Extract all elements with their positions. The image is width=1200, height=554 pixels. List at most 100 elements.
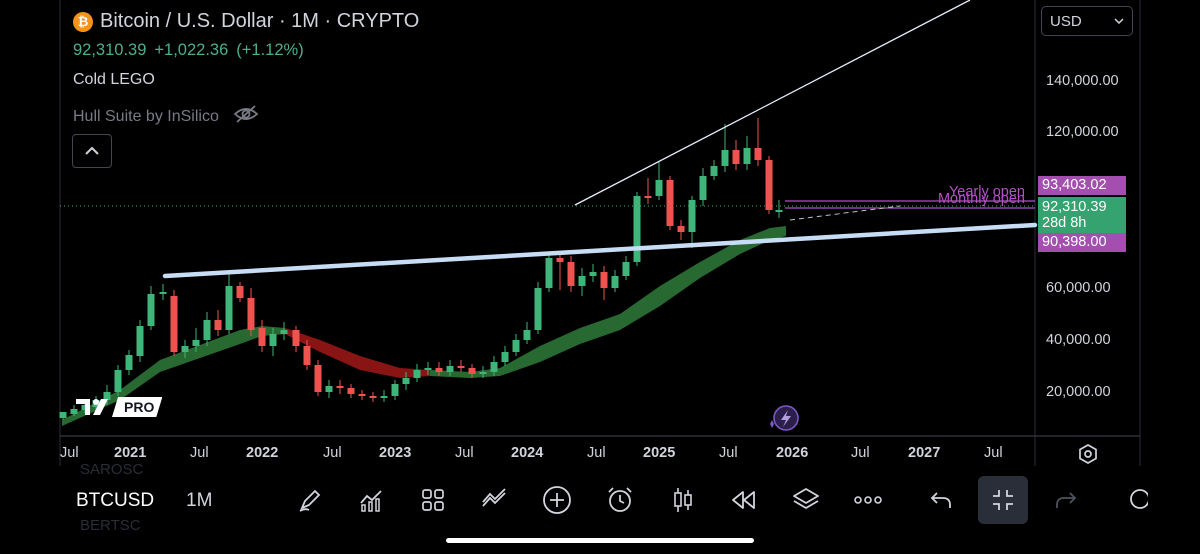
candle-body	[380, 396, 388, 398]
chart-legend: ₿ Bitcoin / U.S. Dollar · 1M · CRYPTO	[73, 10, 419, 33]
tradingview-logo: PRO	[76, 397, 163, 417]
time-axis-label: Jul	[60, 445, 79, 461]
candle-body	[633, 196, 641, 262]
candle-body	[501, 352, 509, 362]
eye-off-icon[interactable]	[233, 104, 259, 129]
draw-button[interactable]	[290, 480, 330, 520]
hull-band-up-segment	[430, 226, 786, 378]
time-axis-label: Jul	[190, 445, 209, 461]
compare-button[interactable]	[475, 480, 515, 520]
yearly-open-label: Yearly open	[949, 184, 1025, 200]
candle-body	[280, 330, 288, 334]
indicator-hull-suite[interactable]: Hull Suite by InSilico	[73, 104, 259, 129]
current-price-badge: 92,310.39 28d 8h	[1038, 197, 1126, 233]
support-trendline	[162, 222, 1038, 279]
time-axis-label: 2023	[379, 445, 412, 461]
partial-toolbar-button[interactable]	[1118, 480, 1148, 520]
change-value: +1,022.36	[154, 41, 229, 59]
add-button[interactable]	[537, 480, 577, 520]
last-price: 92,310.39	[73, 41, 147, 59]
monthly-open-label: Monthly open	[938, 191, 1025, 207]
price-axis-label: 40,000.00	[1046, 332, 1111, 348]
replay-button[interactable]	[724, 480, 764, 520]
replay-icon	[732, 491, 755, 509]
collapse-button[interactable]	[978, 476, 1028, 524]
price-change-line: 92,310.39 +1,022.36 (+1.12%)	[73, 41, 304, 60]
candle-body	[468, 368, 476, 374]
candle-body	[666, 180, 674, 226]
lightning-icon[interactable]	[770, 405, 799, 431]
candle-body	[512, 340, 520, 352]
candle-body	[258, 328, 266, 346]
candle-body	[125, 355, 133, 370]
indicators-button[interactable]	[351, 480, 391, 520]
candle-body	[358, 394, 366, 396]
candle-body	[159, 292, 167, 294]
collapse-legend-button[interactable]	[72, 134, 112, 168]
candle-body	[545, 258, 553, 288]
currency-select[interactable]: USD	[1041, 6, 1133, 36]
candle-body	[325, 386, 333, 392]
price-axis-label: 20,000.00	[1046, 384, 1111, 400]
time-axis-label: 2026	[776, 445, 809, 461]
candle-body	[413, 370, 421, 378]
settings-icon[interactable]	[1077, 443, 1099, 470]
candle-body	[391, 384, 399, 396]
layout-grid-icon	[422, 489, 444, 511]
time-axis-label: Jul	[719, 445, 738, 461]
candle-body	[611, 276, 619, 288]
countdown-value: 28d 8h	[1042, 215, 1087, 231]
layout-button[interactable]	[413, 480, 453, 520]
candle-body	[721, 150, 729, 166]
candle-body	[347, 388, 355, 394]
time-axis-label: 2027	[908, 445, 941, 461]
interval-button[interactable]: 1M	[186, 490, 213, 511]
alert-button[interactable]	[600, 480, 640, 520]
search-icon	[1130, 489, 1148, 509]
candle-body	[556, 258, 564, 262]
symbol-title[interactable]: Bitcoin / U.S. Dollar · 1M · CRYPTO	[100, 10, 420, 32]
candle-body	[446, 366, 454, 372]
candle-body	[292, 330, 300, 346]
symbol-button[interactable]: BTCUSD	[76, 490, 155, 511]
price-axis-label: 140,000.00	[1046, 73, 1119, 89]
alert-clock-icon	[608, 487, 632, 512]
candle-body	[136, 326, 144, 356]
candle-body	[147, 294, 155, 326]
candle-body	[490, 362, 498, 372]
candlestick-series	[59, 118, 783, 420]
current-price-value: 92,310.39	[1042, 199, 1107, 215]
candle-body	[114, 370, 122, 392]
compare-icon	[482, 488, 506, 507]
candle-body	[710, 166, 718, 176]
candle-body	[479, 372, 487, 374]
level-badge: 90,398.00	[1038, 233, 1126, 252]
candle-body	[622, 262, 630, 276]
candle-body	[314, 365, 322, 392]
undo-icon	[930, 492, 951, 508]
layers-icon	[793, 488, 819, 509]
candle-body	[765, 160, 773, 210]
candle-body	[732, 150, 740, 164]
redo-icon	[1056, 492, 1077, 508]
redo-button[interactable]	[1046, 480, 1086, 520]
time-axis-label: 2022	[246, 445, 279, 461]
candle-body	[699, 176, 707, 200]
time-axis-label: Jul	[455, 445, 474, 461]
chart-type-button[interactable]	[663, 480, 703, 520]
collapse-icon	[993, 490, 1013, 510]
candle-body	[181, 346, 189, 352]
change-percent: (+1.12%)	[236, 41, 304, 59]
candle-body	[103, 392, 111, 400]
draw-icon	[299, 489, 321, 512]
indicator-cold-lego[interactable]: Cold LEGO	[73, 71, 155, 88]
price-axis-label: 60,000.00	[1046, 280, 1111, 296]
ghost-symbol-above: SAROSC	[80, 461, 144, 478]
candle-body	[567, 262, 575, 286]
layers-button[interactable]	[786, 480, 826, 520]
candle-body	[600, 272, 608, 288]
more-button[interactable]	[848, 480, 888, 520]
undo-button[interactable]	[921, 480, 961, 520]
